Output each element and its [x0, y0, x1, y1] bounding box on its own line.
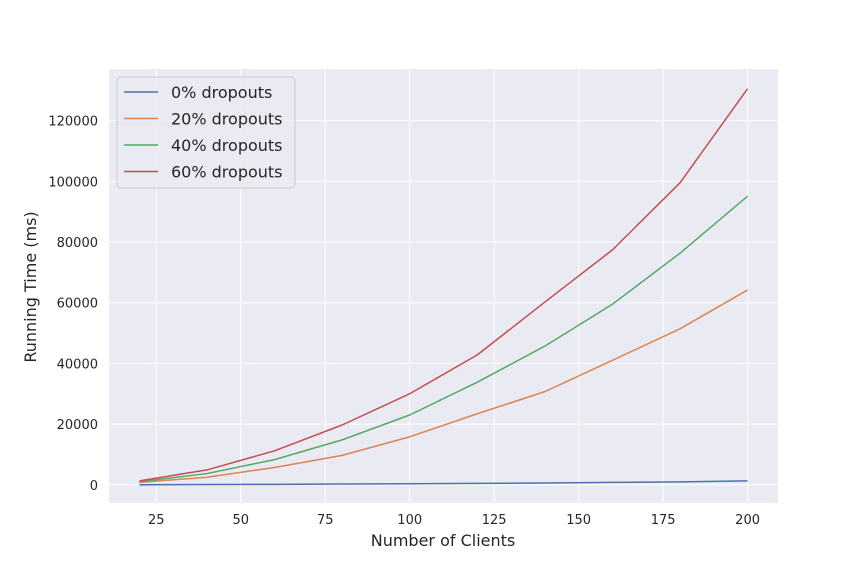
y-tick-label: 40000	[57, 357, 98, 372]
y-tick-label: 60000	[57, 297, 98, 312]
y-tick-label: 120000	[48, 115, 98, 130]
x-axis-label: Number of Clients	[371, 531, 516, 550]
y-tick-label: 0	[90, 479, 98, 494]
x-tick-labels: 25 50 75 100 125 150 175 200	[148, 513, 760, 528]
legend-label: 0% dropouts	[171, 83, 272, 102]
x-tick-label: 125	[482, 513, 507, 528]
y-axis-label: Running Time (ms)	[21, 211, 40, 362]
y-tick-label: 100000	[48, 175, 98, 190]
x-tick-label: 175	[651, 513, 676, 528]
y-tick-labels: 0 20000 40000 60000 80000 100000 120000	[48, 115, 98, 494]
y-tick-label: 20000	[57, 418, 98, 433]
y-tick-label: 80000	[57, 236, 98, 251]
legend-box	[116, 76, 296, 189]
legend-label: 60% dropouts	[171, 163, 283, 182]
series-lines	[139, 88, 749, 486]
x-tick-label: 50	[232, 513, 249, 528]
series-line	[139, 88, 749, 482]
x-tick-label: 150	[566, 513, 591, 528]
series-line	[139, 480, 748, 486]
legend: 0% dropouts 20% dropouts 40% dropouts 60% d…	[116, 76, 296, 189]
x-tick-label: 75	[317, 513, 334, 528]
x-tick-label: 200	[735, 513, 760, 528]
series-line	[139, 289, 748, 484]
x-tick-label: 100	[397, 513, 422, 528]
x-tick-label: 25	[148, 513, 165, 528]
series-line	[139, 195, 749, 483]
legend-label: 40% dropouts	[171, 136, 283, 155]
legend-label: 20% dropouts	[171, 110, 283, 129]
